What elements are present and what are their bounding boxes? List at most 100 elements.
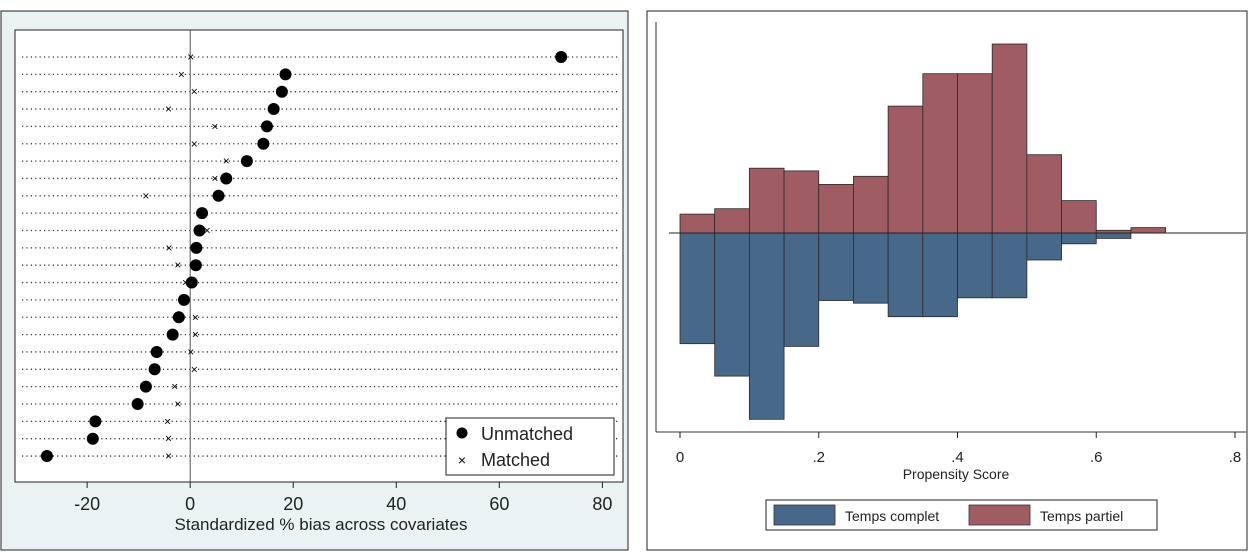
matched-point: × xyxy=(191,85,198,99)
temps-partiel-bar xyxy=(714,208,750,234)
unmatched-point xyxy=(148,363,161,376)
legend-temps-partiel-swatch xyxy=(968,504,1031,526)
unmatched-point xyxy=(260,120,273,133)
legend-unmatched-marker xyxy=(456,427,468,439)
matched-point: × xyxy=(192,328,199,342)
unmatched-point xyxy=(40,450,53,463)
propensity-legend: Temps complet Temps partiel xyxy=(765,499,1158,531)
temps-complet-bar xyxy=(887,232,924,318)
matched-point: × xyxy=(171,380,178,394)
matched-point: × xyxy=(192,310,199,324)
temps-complet-bar xyxy=(748,232,785,420)
temps-partiel-bar xyxy=(853,175,889,234)
matched-point: × xyxy=(191,362,198,376)
unmatched-point xyxy=(212,189,225,202)
unmatched-point xyxy=(279,68,292,81)
bias-plot-area xyxy=(14,29,624,483)
legend-matched-marker: × xyxy=(458,452,466,468)
unmatched-point xyxy=(240,155,253,168)
unmatched-point xyxy=(189,259,202,272)
temps-partiel-bar xyxy=(679,213,716,234)
temps-partiel-bar xyxy=(1061,200,1097,234)
matched-point: × xyxy=(166,241,173,255)
temps-partiel-bar xyxy=(748,167,785,234)
unmatched-point xyxy=(178,293,191,306)
propensity-x-tick-label: .2 xyxy=(812,449,825,466)
bias-x-tick-label: 20 xyxy=(283,494,303,514)
propensity-panel: 0 .2 .4 .6 .8 Propensity Score Temps complet… xyxy=(646,10,1248,551)
bias-row-lines xyxy=(22,56,620,457)
bias-panel: ×××××××××××××××××××××××× -20 0 20 40 60 80 St… xyxy=(0,10,629,551)
bias-x-tick-label: 80 xyxy=(592,494,612,514)
temps-complet-bar xyxy=(922,232,958,318)
propensity-x-axis-label: Propensity Score xyxy=(903,466,1010,482)
propensity-x-tick-label: 0 xyxy=(676,449,684,466)
temps-complet-bar xyxy=(679,232,716,345)
temps-partiel-bar xyxy=(818,183,854,234)
unmatched-point xyxy=(257,137,270,150)
propensity-x-tick-label: .6 xyxy=(1090,449,1103,466)
bias-x-tick-label: 40 xyxy=(386,494,406,514)
matched-point: × xyxy=(204,224,211,238)
bias-x-tick-label: 0 xyxy=(185,494,195,514)
unmatched-point xyxy=(139,380,152,393)
propensity-x-tick-label: .4 xyxy=(951,449,964,466)
matched-point: × xyxy=(187,345,194,359)
legend-temps-complet-swatch xyxy=(773,504,836,526)
unmatched-point xyxy=(196,207,209,220)
bias-points: ×××××××××××××××××××××××× xyxy=(40,50,568,463)
bias-x-tick-label: 60 xyxy=(489,494,509,514)
unmatched-point xyxy=(220,172,233,185)
temps-partiel-bar xyxy=(887,105,924,234)
propensity-x-axis-ticks: 0 .2 .4 .6 .8 xyxy=(676,432,1241,466)
matched-point: × xyxy=(165,432,172,446)
temps-partiel-bar xyxy=(1026,154,1062,234)
unmatched-point xyxy=(131,398,144,410)
bias-x-tick-label: -20 xyxy=(74,494,100,514)
matched-point: × xyxy=(178,67,185,81)
unmatched-point xyxy=(166,328,179,341)
matched-point: × xyxy=(174,397,181,411)
unmatched-point xyxy=(193,224,206,237)
matched-point: × xyxy=(211,171,218,185)
bias-legend: Unmatched × Matched xyxy=(445,417,615,476)
temps-complet-bar xyxy=(714,232,750,377)
matched-point: × xyxy=(142,189,149,203)
temps-complet-bar xyxy=(1095,232,1132,239)
matched-point: × xyxy=(223,154,230,168)
temps-complet-bar xyxy=(957,232,993,299)
bias-x-axis-label: Standardized % bias across covariates xyxy=(175,515,468,534)
temps-complet-bar xyxy=(991,232,1028,299)
matched-point: × xyxy=(211,119,218,133)
temps-partiel-bar xyxy=(783,170,820,234)
legend-unmatched-label: Unmatched xyxy=(481,424,573,444)
temps-partiel-bar xyxy=(1130,227,1167,234)
propensity-bars xyxy=(679,43,1167,420)
temps-complet-bar xyxy=(1026,232,1062,261)
unmatched-point xyxy=(555,51,568,63)
unmatched-point xyxy=(172,311,185,324)
propensity-x-tick-label: .8 xyxy=(1229,449,1242,466)
temps-partiel-bar xyxy=(991,43,1028,234)
matched-point: × xyxy=(165,449,172,463)
unmatched-point xyxy=(185,276,198,289)
unmatched-point xyxy=(275,85,288,98)
temps-complet-bar xyxy=(1061,232,1097,245)
unmatched-point xyxy=(86,432,99,445)
matched-point: × xyxy=(165,102,172,116)
bias-x-axis-ticks: -20 0 20 40 60 80 xyxy=(74,482,612,514)
matched-point: × xyxy=(191,137,198,151)
unmatched-point xyxy=(150,345,163,358)
temps-complet-bar xyxy=(783,232,820,347)
legend-temps-complet-label: Temps complet xyxy=(845,508,939,524)
temps-partiel-bar xyxy=(957,73,993,234)
unmatched-point xyxy=(190,241,203,254)
temps-complet-bar xyxy=(818,232,854,301)
temps-complet-bar xyxy=(853,232,889,304)
bias-legend-box xyxy=(445,417,615,476)
unmatched-point xyxy=(89,415,102,428)
legend-matched-label: Matched xyxy=(481,450,550,470)
matched-point: × xyxy=(182,276,189,290)
unmatched-point xyxy=(267,103,280,116)
